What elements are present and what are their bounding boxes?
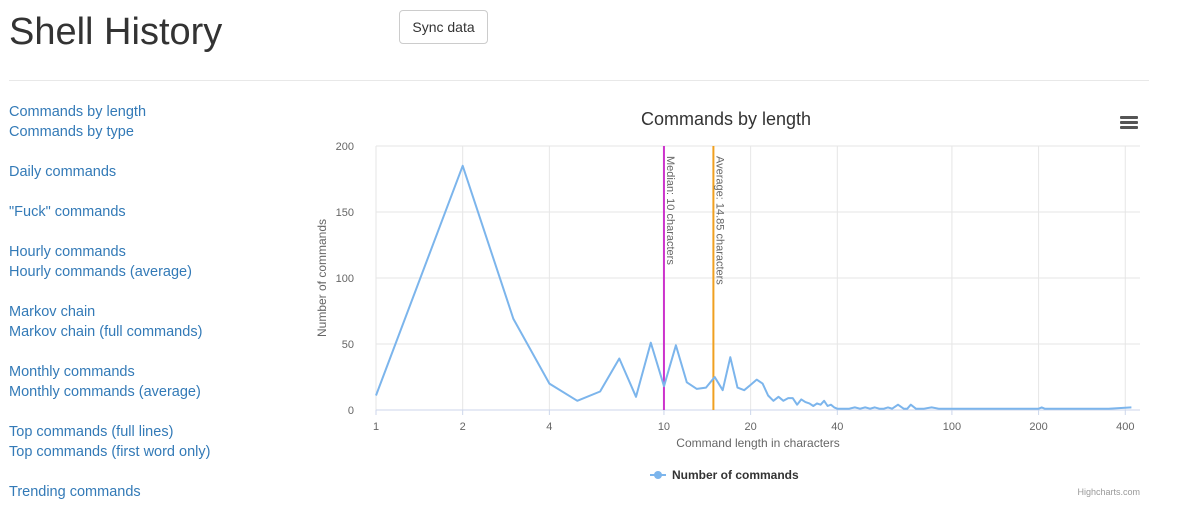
sidebar-link[interactable]: Commands by type	[9, 124, 134, 140]
x-axis-title: Command length in characters	[676, 436, 839, 450]
y-tick-label: 0	[348, 405, 354, 417]
x-tick-label: 10	[658, 421, 670, 433]
average-label: Average: 14.85 characters	[713, 156, 725, 285]
legend-series-icon	[650, 469, 666, 481]
sidebar-group: Monthly commands Monthly commands (averag…	[9, 362, 289, 402]
sidebar-link[interactable]: Trending commands	[9, 484, 141, 500]
header-divider	[9, 80, 1149, 81]
x-tick-label: 100	[943, 421, 961, 433]
sidebar-group: Markov chain Markov chain (full commands)	[9, 302, 289, 342]
sidebar-group: Hourly commands Hourly commands (average)	[9, 242, 289, 282]
series-line-number-of-commands	[375, 164, 1132, 410]
chart-title: Commands by length	[641, 109, 811, 129]
y-tick-label: 50	[342, 339, 354, 351]
chart-container: 0 50 100 150 200 1 2 4 10 20 40 100 200 400 Commands b…	[300, 96, 1160, 506]
x-tick-label: 200	[1029, 421, 1047, 433]
sidebar-link[interactable]: Markov chain	[9, 304, 96, 320]
page-title: Shell History	[9, 11, 223, 53]
highcharts-credits-link[interactable]: Highcharts.com	[1077, 487, 1140, 497]
sidebar-link[interactable]: Hourly commands	[9, 244, 126, 260]
sidebar-link[interactable]: Monthly commands (average)	[9, 384, 201, 400]
median-label: Median: 10 characters	[664, 156, 676, 265]
sidebar-group: Daily commands	[9, 162, 289, 182]
sidebar-group: "Fuck" commands	[9, 202, 289, 222]
x-tick-label: 2	[460, 421, 466, 433]
sidebar-link[interactable]: "Fuck" commands	[9, 204, 126, 220]
sidebar-link[interactable]: Hourly commands (average)	[9, 264, 192, 280]
sidebar-link[interactable]: Markov chain (full commands)	[9, 324, 203, 340]
x-tick-label: 40	[831, 421, 843, 433]
sidebar-link[interactable]: Commands by length	[9, 104, 147, 120]
y-axis-title: Number of commands	[315, 219, 329, 337]
chart-menu-icon[interactable]	[1120, 116, 1138, 130]
x-tick-label: 4	[546, 421, 552, 433]
sidebar-group: Commands by length Commands by type	[9, 102, 289, 142]
sidebar-group: Trending commands	[9, 482, 289, 502]
sidebar-link[interactable]: Daily commands	[9, 164, 117, 180]
y-tick-label: 200	[336, 141, 354, 153]
y-tick-label: 150	[336, 207, 354, 219]
sync-data-button[interactable]: Sync data	[399, 10, 488, 44]
y-tick-label: 100	[336, 273, 354, 285]
legend-item[interactable]: Number of commands	[650, 467, 799, 483]
x-tick-label: 20	[745, 421, 757, 433]
sidebar-nav: Commands by length Commands by type Daily …	[9, 102, 289, 522]
sidebar-link[interactable]: Top commands (full lines)	[9, 424, 174, 440]
line-chart: 0 50 100 150 200 1 2 4 10 20 40 100 200 400 Commands b…	[315, 109, 1140, 450]
x-tick-label: 400	[1116, 421, 1134, 433]
sidebar-link[interactable]: Monthly commands	[9, 364, 135, 380]
x-tick-label: 1	[373, 421, 379, 433]
sidebar-link[interactable]: Top commands (first word only)	[9, 444, 211, 460]
sidebar-group: Top commands (full lines) Top commands (f…	[9, 422, 289, 462]
legend-label: Number of commands	[672, 468, 799, 482]
